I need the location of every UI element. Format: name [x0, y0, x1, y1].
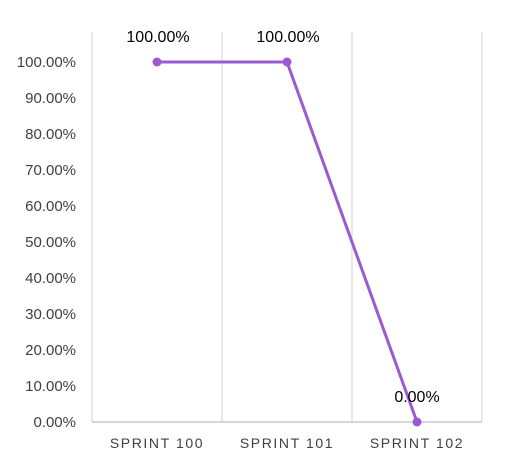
y-tick-label: 90.00%: [25, 90, 76, 107]
x-tick-label: SPRINT 101: [240, 435, 334, 451]
data-labels: 100.00% 100.00% 0.00%: [126, 29, 439, 406]
y-tick-label: 100.00%: [17, 54, 76, 71]
data-label: 100.00%: [126, 29, 189, 46]
y-tick-label: 70.00%: [25, 162, 76, 179]
data-point: [412, 417, 422, 427]
x-tick-label: SPRINT 102: [370, 435, 464, 451]
data-label: 100.00%: [256, 29, 319, 46]
series-line: [155, 60, 419, 424]
y-tick-label: 0.00%: [33, 414, 76, 431]
data-point: [152, 57, 162, 67]
y-tick-label: 30.00%: [25, 306, 76, 323]
y-tick-label: 10.00%: [25, 378, 76, 395]
y-tick-label: 60.00%: [25, 198, 76, 215]
y-tick-label: 80.00%: [25, 126, 76, 143]
gridlines: [91, 32, 483, 422]
y-tick-label: 50.00%: [25, 234, 76, 251]
data-point: [282, 57, 292, 67]
x-axis-tick-labels: SPRINT 100 SPRINT 101 SPRINT 102: [110, 435, 464, 451]
series: [152, 57, 422, 427]
data-label: 0.00%: [394, 389, 439, 406]
x-tick-label: SPRINT 100: [110, 435, 204, 451]
y-tick-label: 20.00%: [25, 342, 76, 359]
y-axis-tick-labels: 0.00% 10.00% 20.00% 30.00% 40.00% 50.00% 60.00…: [17, 54, 76, 431]
y-tick-label: 40.00%: [25, 270, 76, 287]
